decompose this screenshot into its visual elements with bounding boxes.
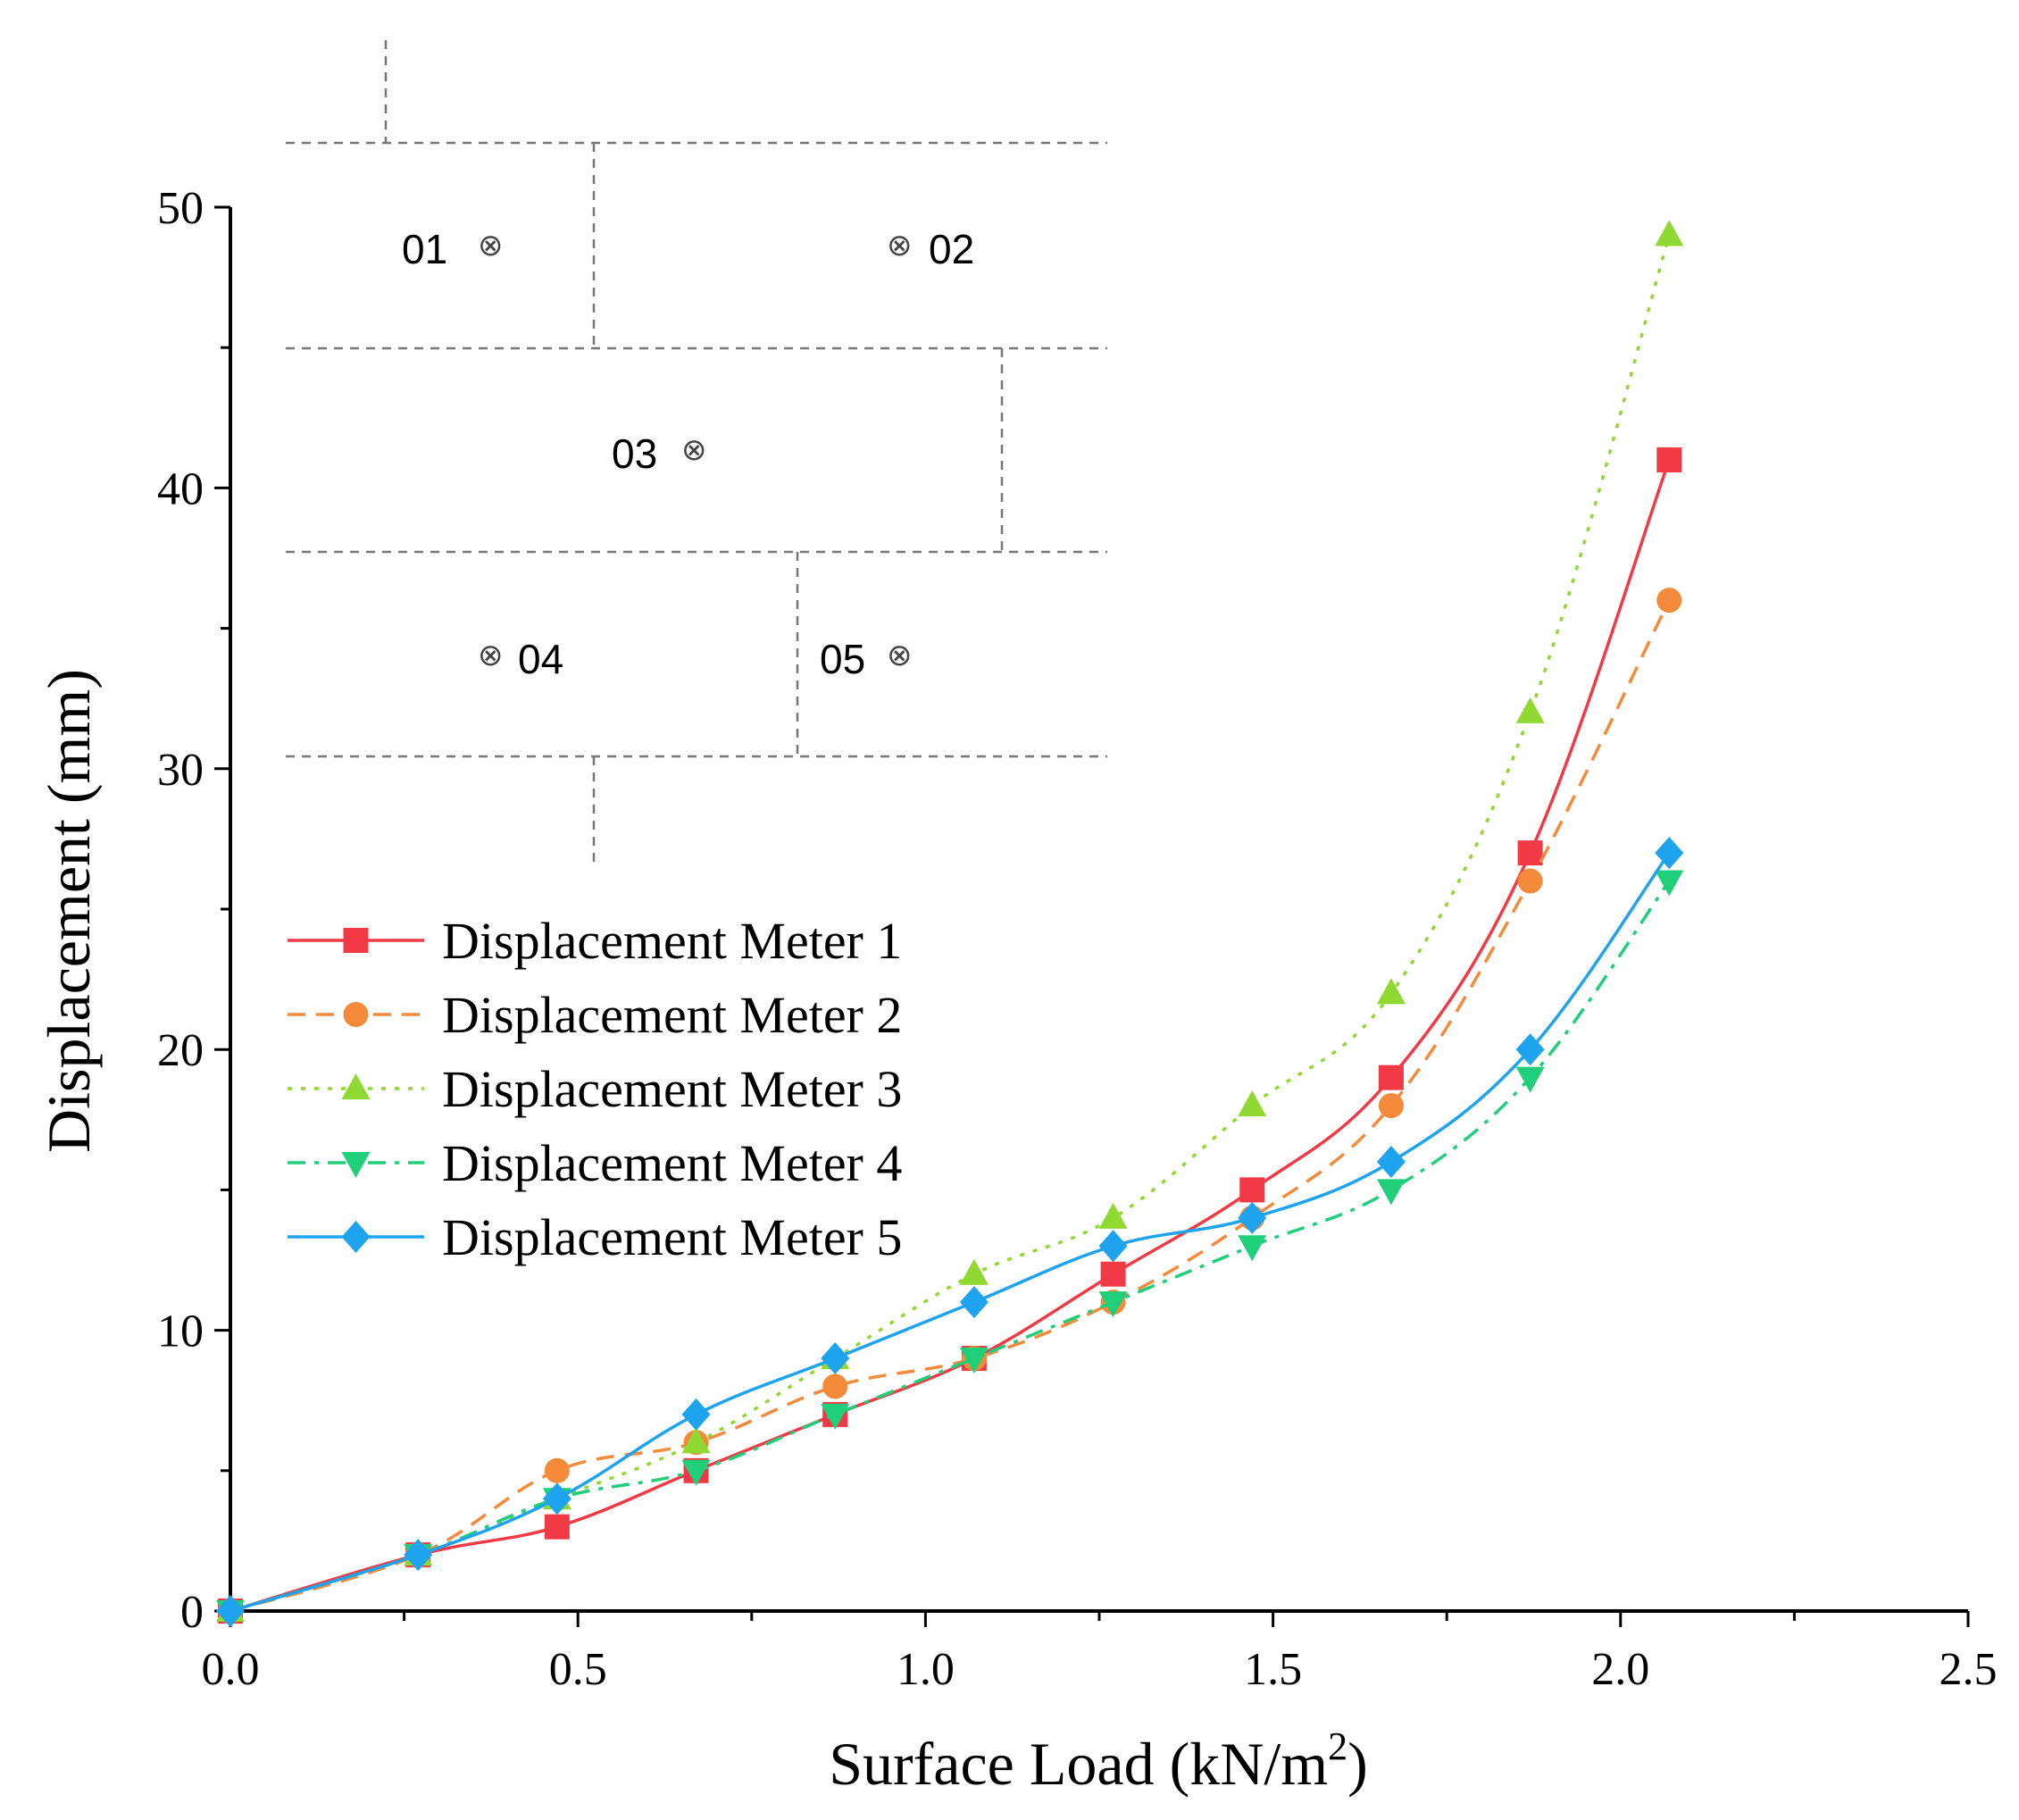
- y-tick-label: 20: [157, 1025, 204, 1076]
- data-point: [1238, 1090, 1267, 1117]
- data-point: [1098, 1230, 1128, 1263]
- data-point: [959, 1258, 989, 1285]
- data-point: [216, 1595, 245, 1627]
- legend-label: Displacement Meter 2: [442, 986, 902, 1044]
- legend-item: Displacement Meter 4: [288, 1134, 902, 1192]
- series-3: [216, 220, 1684, 1622]
- data-point: [1378, 1093, 1404, 1119]
- x-tick-label: 2.0: [1591, 1644, 1649, 1695]
- data-point: [1098, 1202, 1128, 1229]
- y-axis-title: Displacement (mm): [35, 669, 103, 1153]
- legend-swatch-marker: [343, 928, 369, 953]
- meter-label-03: 03: [612, 430, 657, 477]
- data-point: [681, 1427, 711, 1454]
- data-point: [542, 1482, 571, 1515]
- data-point: [1655, 870, 1684, 897]
- series-2: [218, 588, 1682, 1624]
- data-point: [1376, 978, 1406, 1005]
- data-point: [1376, 1179, 1406, 1206]
- legend-swatch-marker: [341, 1073, 371, 1099]
- data-point: [404, 1539, 433, 1572]
- x-tick-label: 0.0: [202, 1644, 260, 1695]
- series-line: [229, 234, 1671, 1613]
- meter-symbol-icon: ⊗: [681, 432, 707, 468]
- series-line: [229, 599, 1671, 1613]
- series-line: [229, 459, 1671, 1613]
- legend: Displacement Meter 1 Displacement Meter 2…: [288, 912, 902, 1266]
- data-point: [1238, 1201, 1267, 1234]
- series-4: [216, 870, 1684, 1626]
- meter-label-05: 05: [820, 636, 865, 682]
- data-point: [1655, 220, 1684, 246]
- y-tick-label: 40: [157, 463, 204, 514]
- data-point: [1517, 868, 1543, 894]
- meter-symbol-icon: ⊗: [887, 638, 913, 673]
- legend-item: Displacement Meter 3: [288, 1060, 902, 1118]
- data-point: [1098, 1291, 1128, 1318]
- legend-item: Displacement Meter 1: [288, 912, 902, 970]
- data-point: [1238, 1235, 1267, 1262]
- data-point: [1656, 447, 1682, 472]
- data-point: [544, 1457, 570, 1483]
- x-axis-title: Surface Load (kN/m2): [829, 1724, 1368, 1798]
- data-point: [1376, 1145, 1406, 1178]
- legend-swatch-marker: [341, 1152, 371, 1178]
- meter-symbol-icon: ⊗: [887, 228, 913, 263]
- data-point: [959, 1286, 989, 1319]
- meter-label-02: 02: [929, 226, 974, 272]
- x-tick-label: 1.5: [1244, 1644, 1302, 1695]
- data-point: [959, 1348, 989, 1374]
- meter-layout-inset: 01 ⊗ ⊗ 02 03 ⊗ ⊗ 04 05 ⊗: [286, 40, 1107, 862]
- legend-item: Displacement Meter 2: [288, 986, 902, 1044]
- meter-label-04: 04: [518, 636, 563, 682]
- data-point: [1515, 1033, 1545, 1066]
- legend-swatch-marker: [343, 1002, 369, 1027]
- data-point: [822, 1373, 848, 1399]
- meter-symbol-icon: ⊗: [478, 228, 504, 263]
- legend-label: Displacement Meter 5: [442, 1208, 902, 1266]
- series-1: [218, 447, 1682, 1624]
- data-point: [1515, 1066, 1545, 1093]
- y-tick-label: 10: [157, 1307, 204, 1357]
- legend-label: Displacement Meter 3: [442, 1060, 902, 1118]
- legend-swatch-marker: [341, 1221, 371, 1253]
- meter-label-01: 01: [402, 226, 447, 272]
- x-tick-label: 1.0: [897, 1644, 955, 1695]
- data-point: [1515, 697, 1545, 723]
- data-point: [1656, 588, 1682, 614]
- y-tick-label: 30: [157, 745, 204, 796]
- data-point: [821, 1342, 850, 1375]
- x-tick-label: 2.5: [1940, 1644, 1998, 1695]
- data-point: [1239, 1177, 1265, 1203]
- data-point: [1100, 1261, 1126, 1287]
- axes: [229, 207, 1968, 1613]
- data-point: [821, 1403, 850, 1430]
- meter-symbol-icon: ⊗: [478, 638, 504, 673]
- series-layer: [216, 220, 1684, 1627]
- legend-label: Displacement Meter 4: [442, 1134, 902, 1192]
- legend-label: Displacement Meter 1: [442, 912, 902, 970]
- data-point: [1378, 1064, 1404, 1090]
- y-tick-label: 0: [180, 1587, 204, 1638]
- data-point: [1655, 837, 1684, 870]
- series-line: [229, 880, 1671, 1613]
- y-tick-label: 50: [157, 183, 204, 234]
- data-point: [544, 1514, 570, 1540]
- data-point: [1517, 840, 1543, 866]
- data-point: [681, 1459, 711, 1486]
- series-line: [229, 852, 1671, 1613]
- data-point: [681, 1398, 711, 1431]
- legend-item: Displacement Meter 5: [288, 1208, 902, 1266]
- x-tick-label: 0.5: [549, 1644, 607, 1695]
- series-5: [216, 837, 1684, 1627]
